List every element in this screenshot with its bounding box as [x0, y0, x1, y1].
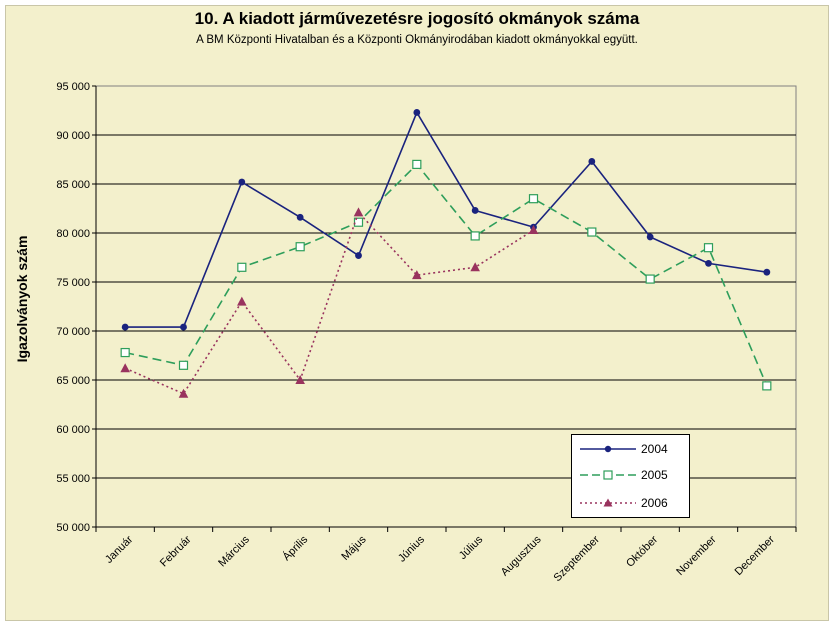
data-point-2005	[703, 243, 714, 253]
plot-area	[95, 85, 797, 528]
x-tick-label: Március	[216, 533, 252, 569]
x-tick-label: Január	[103, 533, 136, 566]
legend-item-2006: 2006	[572, 493, 691, 513]
data-point-2004	[296, 213, 304, 221]
data-point-2004	[121, 323, 129, 331]
data-point-2006	[528, 225, 539, 235]
chart-title: 10. A kiadott járművezetésre jogosító ok…	[194, 9, 640, 28]
data-point-2004	[471, 207, 479, 214]
y-tick-label: 50 000	[56, 522, 90, 534]
y-tick-label: 85 000	[56, 179, 90, 191]
data-point-2006	[412, 270, 422, 280]
data-point-2005	[178, 360, 189, 370]
data-point-2005	[237, 262, 247, 272]
series-line-2004	[125, 110, 767, 328]
y-tick-label: 75 000	[56, 277, 90, 289]
chart-subtitle: A BM Központi Hivatalban és a Központi O…	[196, 34, 638, 46]
x-tick-label: Április	[280, 533, 311, 564]
data-point-2004	[705, 259, 712, 267]
legend: 2004 2005 2006	[571, 434, 690, 518]
data-point-2005	[470, 231, 480, 241]
data-point-2005	[645, 274, 655, 284]
series-line-2006	[124, 210, 534, 395]
data-point-2005	[412, 159, 422, 169]
data-point-2004	[413, 109, 421, 116]
legend-marker-2006	[580, 498, 636, 507]
legend-item-2005: 2005	[572, 465, 691, 485]
data-point-2005	[353, 217, 364, 227]
x-tick-label: Február	[158, 533, 194, 569]
series-line-2005	[124, 163, 768, 387]
y-tick-label: 70 000	[56, 326, 90, 338]
x-tick-label: Július	[457, 533, 486, 562]
legend-marker-2005	[580, 470, 636, 480]
data-point-2006	[470, 262, 480, 272]
data-point-2006	[353, 207, 364, 217]
x-tick-label: Május	[339, 533, 369, 563]
legend-label-2005: 2005	[641, 468, 668, 482]
data-point-2005	[528, 194, 539, 204]
x-tick-label: Október	[624, 533, 660, 569]
data-point-2004	[238, 178, 246, 186]
y-tick-label: 95 000	[56, 81, 90, 93]
data-point-2006	[237, 296, 247, 306]
y-tick-label: 55 000	[56, 473, 90, 485]
data-point-2005	[762, 381, 772, 391]
legend-marker-2004	[580, 445, 636, 453]
y-tick-label: 65 000	[56, 375, 90, 387]
legend-item-2004: 2004	[572, 439, 691, 459]
y-axis-label: Igazolványok szám	[14, 235, 30, 363]
legend-label-2006: 2006	[641, 496, 668, 510]
data-point-2004	[763, 268, 771, 276]
x-tick-label: November	[674, 533, 719, 578]
data-point-2004	[180, 323, 187, 331]
data-point-2006	[178, 388, 189, 398]
legend-label-2004: 2004	[641, 442, 668, 456]
data-point-2004	[646, 233, 654, 241]
x-tick-label: Szeptember	[552, 533, 603, 584]
data-point-2005	[120, 347, 130, 358]
data-point-2006	[295, 375, 305, 384]
x-tick-label: Június	[396, 533, 427, 564]
data-point-2005	[587, 227, 597, 237]
data-point-2004	[588, 158, 596, 165]
data-point-2005	[295, 242, 305, 252]
y-tick-label: 60 000	[56, 424, 90, 436]
y-tick-label: 90 000	[56, 130, 90, 142]
x-tick-label: Augusztus	[499, 533, 544, 578]
y-tick-label: 80 000	[56, 228, 90, 240]
x-tick-label: December	[733, 533, 778, 578]
data-point-2004	[355, 252, 362, 259]
data-point-2006	[120, 363, 130, 373]
